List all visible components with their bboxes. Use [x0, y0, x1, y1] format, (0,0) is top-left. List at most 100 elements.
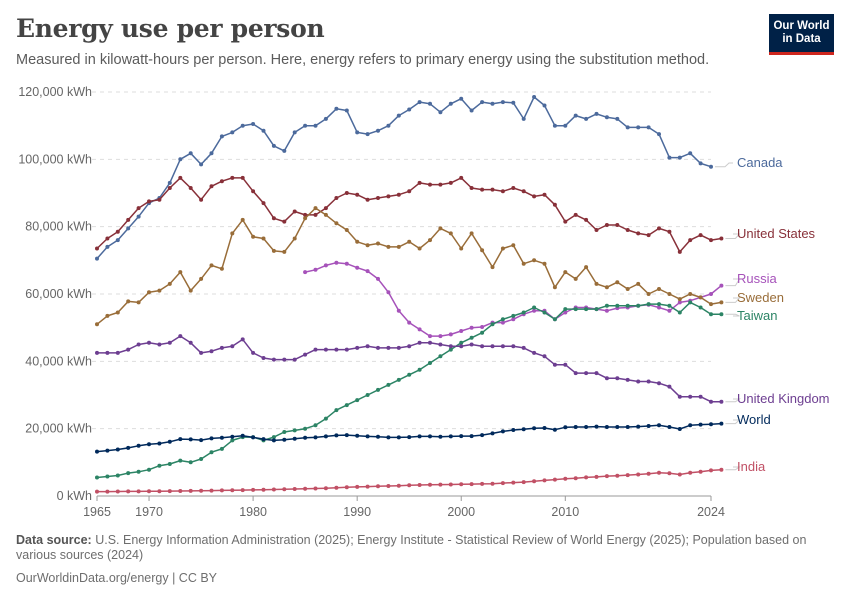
credit-line[interactable]: OurWorldinData.org/energy | CC BY	[16, 571, 218, 585]
data-point-1983	[282, 487, 287, 492]
data-point-1965	[95, 475, 99, 480]
data-point-1983	[282, 430, 287, 434]
data-point-1997	[428, 340, 432, 345]
data-point-2010	[563, 362, 568, 367]
data-point-2013	[594, 307, 599, 312]
owid-logo[interactable]: Our World in Data	[769, 14, 834, 55]
y-tick-label: 40,000 kWh	[25, 354, 92, 368]
data-point-1974	[188, 437, 193, 442]
series-label-russia[interactable]: Russia	[737, 271, 778, 286]
data-point-2021	[677, 310, 682, 315]
data-point-1981	[261, 487, 266, 492]
series-world	[95, 421, 724, 454]
data-point-2023	[698, 161, 703, 166]
data-point-1990	[355, 239, 360, 244]
data-point-1985	[303, 426, 308, 431]
data-point-2022	[688, 300, 693, 305]
data-point-2003	[490, 431, 495, 436]
data-point-2019	[657, 423, 661, 428]
data-point-1970	[147, 489, 151, 494]
data-point-2003	[490, 101, 495, 106]
data-point-2011	[573, 113, 578, 118]
data-point-1982	[271, 438, 276, 443]
data-point-1983	[282, 148, 287, 153]
data-point-1988	[334, 221, 339, 226]
data-point-2016	[625, 125, 630, 130]
data-point-1974	[188, 288, 193, 293]
data-point-2000	[459, 340, 464, 345]
data-point-1990	[355, 345, 360, 350]
data-point-1978	[230, 344, 235, 349]
data-point-1986	[313, 347, 318, 352]
series-labels: Canada United States Russia Sweden Taiwan Uni…	[715, 155, 830, 474]
data-point-1983	[282, 219, 287, 224]
data-point-1972	[167, 340, 172, 345]
label-connector	[725, 466, 742, 471]
data-point-1967	[115, 489, 120, 494]
data-point-1997	[428, 238, 432, 243]
series-label-taiwan[interactable]: Taiwan	[737, 308, 777, 323]
data-point-1969	[136, 214, 141, 219]
data-point-1988	[334, 433, 339, 438]
series-label-sweden[interactable]: Sweden	[737, 290, 784, 305]
data-point-2024	[709, 292, 713, 296]
series-label-world[interactable]: World	[737, 412, 771, 427]
data-point-2011	[573, 307, 578, 312]
data-point-1981	[261, 356, 266, 360]
data-point-2016	[625, 228, 630, 232]
data-point-1987	[323, 116, 328, 121]
data-point-2018	[646, 125, 651, 130]
data-point-2006	[521, 261, 526, 266]
data-point-2021	[677, 155, 682, 160]
x-axis: 1965 1970 1980 1990 2000 2010 2024	[83, 495, 725, 519]
data-point-1979	[240, 175, 245, 180]
data-point-2001	[469, 335, 474, 340]
data-point-2019	[657, 132, 661, 137]
data-point-1969	[136, 206, 141, 211]
data-point-1984	[292, 236, 297, 241]
series-label-india[interactable]: India	[737, 459, 766, 474]
data-point-2005	[511, 480, 516, 485]
data-point-1973	[178, 175, 183, 180]
data-point-2013	[594, 424, 599, 429]
data-point-2008	[542, 426, 547, 430]
data-point-1967	[115, 473, 120, 478]
data-point-2019	[657, 470, 661, 475]
data-point-2010	[563, 123, 568, 128]
data-point-1993	[386, 123, 391, 128]
data-point-1968	[126, 299, 131, 304]
data-point-1970	[147, 340, 151, 345]
series-canada	[95, 95, 713, 261]
data-point-1968	[126, 445, 131, 450]
data-point-2020	[667, 471, 672, 476]
data-point-1969	[136, 300, 141, 305]
data-point-2000	[459, 246, 464, 251]
data-point-1966	[105, 244, 110, 249]
data-point-1973	[178, 334, 183, 339]
data-point-1995	[407, 320, 412, 325]
y-tick-label: 120,000 kWh	[18, 85, 92, 99]
data-point-1992	[376, 345, 380, 350]
data-point-2009	[552, 477, 557, 482]
data-point-1975	[199, 162, 204, 167]
series-label-canada[interactable]: Canada	[737, 155, 783, 170]
data-point-1982	[271, 435, 276, 440]
data-point-1972	[167, 186, 172, 190]
data-point-1998	[438, 182, 443, 187]
data-point-1998	[438, 334, 443, 339]
data-point-1965	[95, 256, 99, 261]
data-point-1996	[417, 367, 422, 372]
data-point-1984	[292, 436, 297, 441]
series-label-united-states[interactable]: United States	[737, 226, 816, 241]
data-point-1971	[157, 342, 162, 347]
data-point-2024	[709, 238, 713, 243]
data-point-2021	[677, 472, 682, 477]
series-label-united-kingdom[interactable]: United Kingdom	[737, 391, 830, 406]
data-point-1985	[303, 435, 308, 440]
data-point-2012	[584, 116, 589, 121]
data-point-1997	[428, 101, 432, 106]
data-point-1996	[417, 434, 422, 439]
data-point-2014	[604, 303, 609, 308]
data-point-2011	[573, 371, 578, 376]
data-point-1999	[448, 347, 453, 352]
